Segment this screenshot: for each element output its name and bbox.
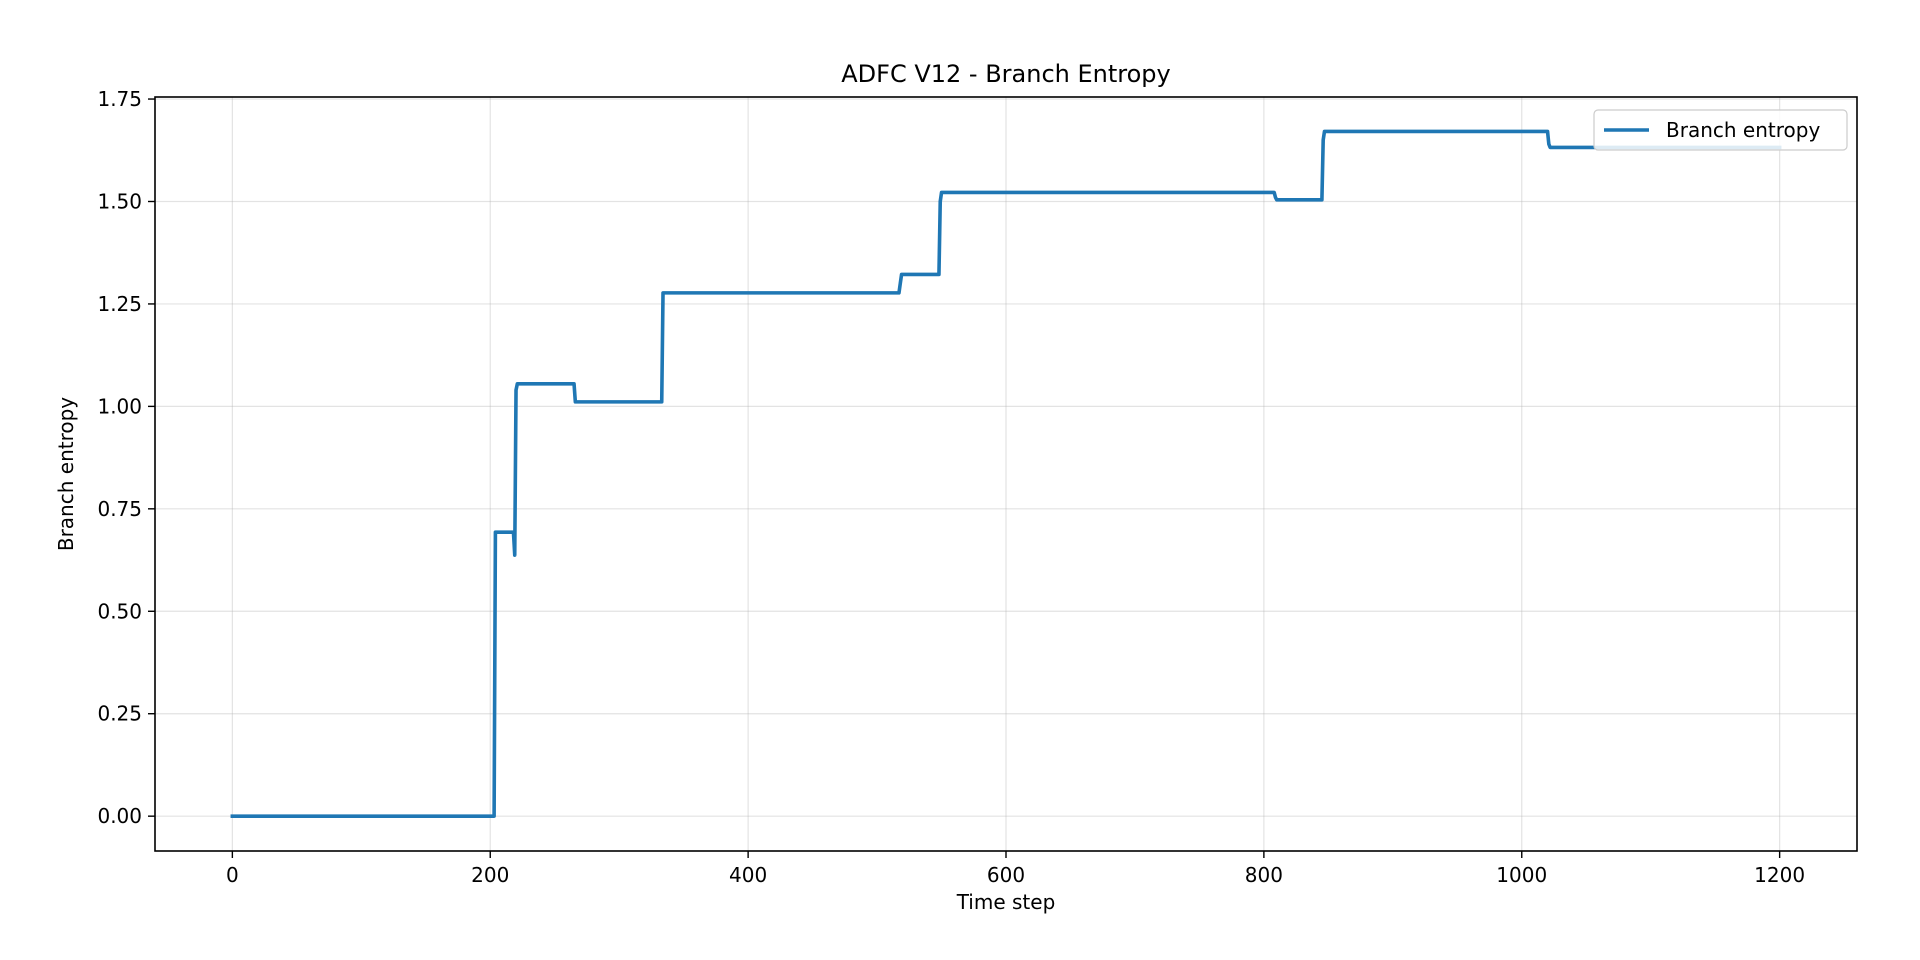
x-tick-label: 1000 xyxy=(1496,863,1547,887)
y-tick-label: 1.75 xyxy=(97,87,142,111)
legend-label-branch-entropy: Branch entropy xyxy=(1666,118,1820,142)
y-tick-label: 1.50 xyxy=(97,189,142,213)
y-tick-label: 0.25 xyxy=(97,702,142,726)
x-axis-label: Time step xyxy=(956,890,1056,914)
x-tick-label: 1200 xyxy=(1754,863,1805,887)
legend: Branch entropy xyxy=(1593,109,1848,151)
x-tick-label: 400 xyxy=(729,863,767,887)
x-axis-ticks: 0 200 400 600 800 1000 1200 xyxy=(226,851,1805,887)
series-line-0 xyxy=(230,129,1782,818)
series-layer xyxy=(230,129,1782,818)
x-tick-label: 200 xyxy=(471,863,509,887)
y-axis-label: Branch entropy xyxy=(54,397,78,551)
y-tick-label: 0.00 xyxy=(97,804,142,828)
y-tick-label: 0.75 xyxy=(97,497,142,521)
y-tick-label: 1.00 xyxy=(97,394,142,418)
x-tick-label: 0 xyxy=(226,863,239,887)
x-tick-label: 600 xyxy=(987,863,1025,887)
legend-box xyxy=(1593,109,1848,151)
chart-title: ADFC V12 - Branch Entropy xyxy=(841,60,1171,88)
x-tick-label: 800 xyxy=(1245,863,1283,887)
y-tick-label: 1.25 xyxy=(97,292,142,316)
y-tick-label: 0.50 xyxy=(97,599,142,623)
y-axis-ticks: 0.00 0.25 0.50 0.75 1.00 1.25 1.50 1.75 xyxy=(97,87,155,828)
